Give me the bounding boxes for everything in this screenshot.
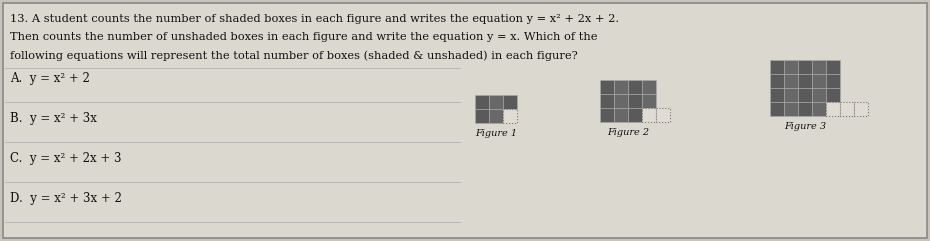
Bar	[812, 102, 826, 116]
Bar	[503, 95, 517, 109]
Bar	[628, 94, 642, 108]
Bar	[798, 60, 812, 74]
Bar	[784, 60, 798, 74]
Bar	[812, 74, 826, 88]
Bar	[826, 60, 840, 74]
Bar	[784, 102, 798, 116]
Bar	[489, 95, 503, 109]
Bar	[642, 80, 656, 94]
Bar	[614, 80, 628, 94]
Bar	[642, 108, 656, 122]
Bar	[854, 102, 868, 116]
Text: Figure 3: Figure 3	[784, 122, 826, 131]
Bar	[784, 88, 798, 102]
Bar	[770, 88, 784, 102]
Bar	[600, 80, 614, 94]
Bar	[812, 88, 826, 102]
Bar	[784, 74, 798, 88]
Bar	[798, 102, 812, 116]
Bar	[503, 109, 517, 123]
Bar	[628, 108, 642, 122]
Bar	[770, 102, 784, 116]
Text: D.  y = x² + 3x + 2: D. y = x² + 3x + 2	[10, 192, 122, 205]
Bar	[798, 88, 812, 102]
Bar	[642, 94, 656, 108]
Text: 13. A student counts the number of shaded boxes in each figure and writes the eq: 13. A student counts the number of shade…	[10, 14, 619, 24]
Bar	[614, 94, 628, 108]
Bar	[826, 74, 840, 88]
Bar	[656, 108, 670, 122]
Bar	[475, 95, 489, 109]
Text: Figure 2: Figure 2	[607, 128, 649, 137]
Bar	[770, 60, 784, 74]
Text: C.  y = x² + 2x + 3: C. y = x² + 2x + 3	[10, 152, 122, 165]
Bar	[489, 109, 503, 123]
Bar	[475, 109, 489, 123]
Bar	[812, 60, 826, 74]
Bar	[840, 102, 854, 116]
Text: B.  y = x² + 3x: B. y = x² + 3x	[10, 112, 97, 125]
Text: Then counts the number of unshaded boxes in each figure and write the equation y: Then counts the number of unshaded boxes…	[10, 32, 597, 42]
Text: A.  y = x² + 2: A. y = x² + 2	[10, 72, 90, 85]
Bar	[600, 94, 614, 108]
Bar	[628, 80, 642, 94]
Bar	[826, 102, 840, 116]
Bar	[614, 108, 628, 122]
Bar	[600, 108, 614, 122]
Bar	[770, 74, 784, 88]
Text: Figure 1: Figure 1	[475, 129, 517, 138]
Text: following equations will represent the total number of boxes (shaded & unshaded): following equations will represent the t…	[10, 50, 578, 60]
Bar	[826, 88, 840, 102]
Bar	[798, 74, 812, 88]
